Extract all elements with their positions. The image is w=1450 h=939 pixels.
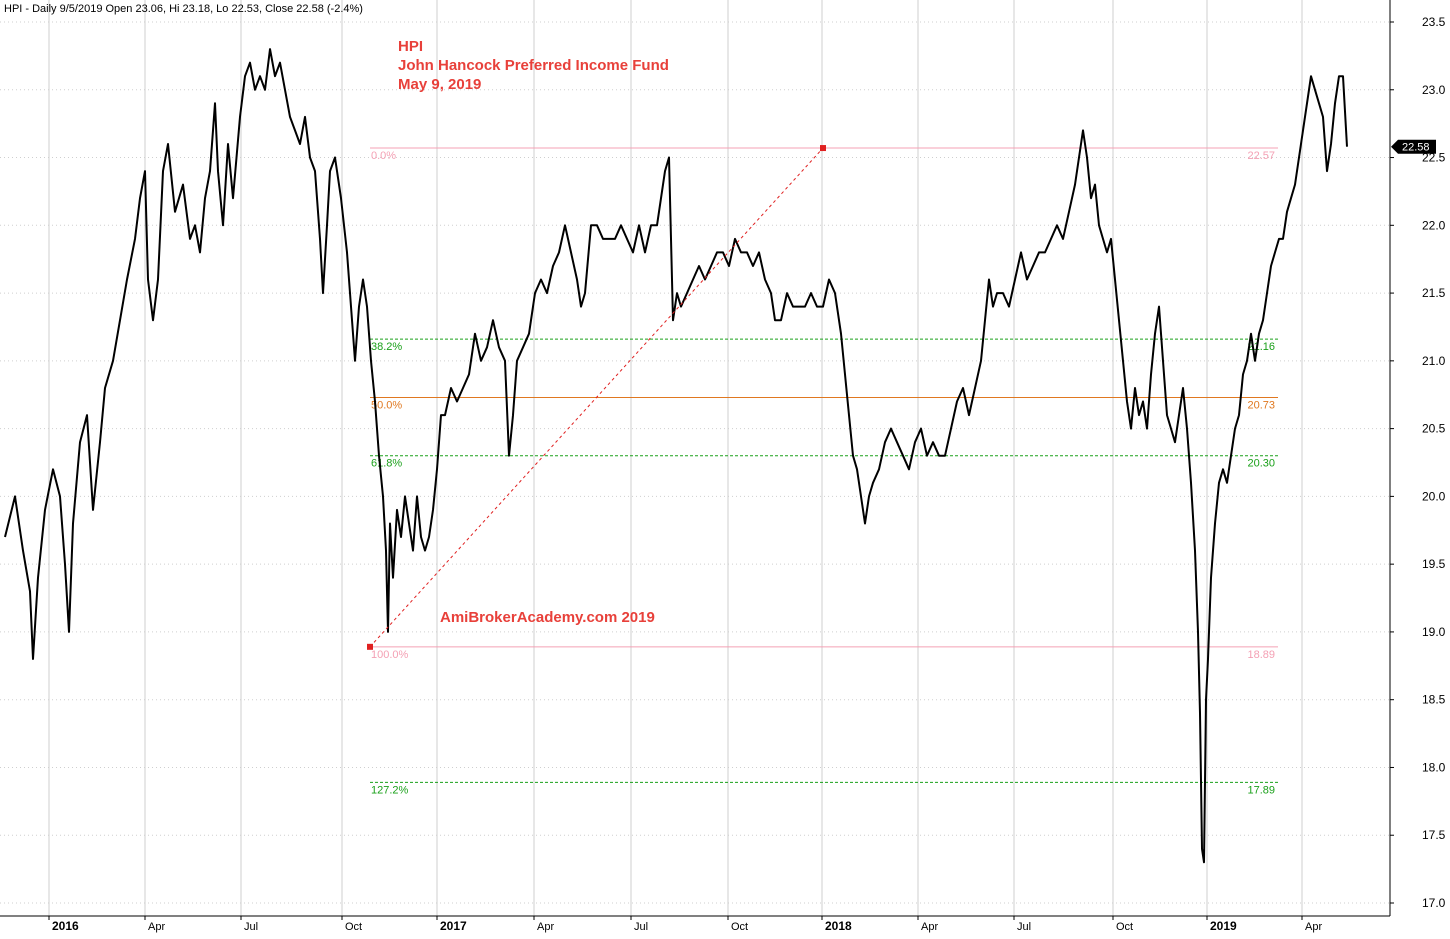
y-tick-label: 19.0	[1422, 625, 1446, 639]
annotation-fund-name: John Hancock Preferred Income Fund	[398, 57, 669, 74]
grid	[0, 0, 1390, 916]
last-price-badge: 22.58	[1391, 139, 1436, 154]
y-tick-label: 23.5	[1422, 15, 1446, 29]
fib-level-value: 17.89	[1247, 784, 1275, 796]
x-tick-label: Jul	[1017, 921, 1031, 933]
fib-level-value: 20.30	[1247, 458, 1275, 470]
chart-header: HPI - Daily 9/5/2019 Open 23.06, Hi 23.1…	[4, 3, 363, 15]
x-tick-label: Oct	[731, 921, 748, 933]
watermark: AmiBrokerAcademy.com 2019	[440, 609, 655, 626]
x-tick-label: 2019	[1210, 919, 1237, 933]
y-tick-label: 20.5	[1422, 422, 1446, 436]
y-tick-label: 20.0	[1422, 489, 1446, 503]
annotation-date: May 9, 2019	[398, 76, 481, 93]
y-tick-label: 21.0	[1422, 354, 1446, 368]
x-tick-label: Apr	[921, 921, 938, 933]
fib-level-value: 18.89	[1247, 649, 1275, 661]
y-tick-label: 22.5	[1422, 151, 1446, 165]
y-tick-label: 19.5	[1422, 557, 1446, 571]
fib-level-value: 22.57	[1247, 150, 1275, 162]
x-tick-label: 2017	[440, 919, 467, 933]
fib-level-value: 20.73	[1247, 399, 1275, 411]
fib-level-pct: 127.2%	[371, 784, 409, 796]
x-tick-label: 2018	[825, 919, 852, 933]
fib-level-pct: 38.2%	[371, 341, 402, 353]
y-tick-label: 18.0	[1422, 760, 1446, 774]
x-tick-label: Jul	[244, 921, 258, 933]
fib-level-pct: 0.0%	[371, 150, 396, 162]
fib-level-pct: 61.8%	[371, 458, 402, 470]
y-tick-label: 23.0	[1422, 83, 1446, 97]
fib-level-pct: 50.0%	[371, 399, 402, 411]
fib-level-pct: 100.0%	[371, 649, 409, 661]
x-tick-label: 2016	[52, 919, 79, 933]
y-tick-label: 22.0	[1422, 218, 1446, 232]
x-tick-label: Oct	[345, 921, 362, 933]
x-tick-label: Oct	[1116, 921, 1133, 933]
last-price-label: 22.58	[1402, 142, 1430, 154]
y-tick-label: 21.5	[1422, 286, 1446, 300]
last-price-marker	[1391, 139, 1436, 154]
trend-anchor-high	[820, 145, 826, 152]
annotation-ticker: HPI	[398, 38, 423, 55]
fibonacci-trendline	[367, 145, 826, 650]
y-tick-label: 17.0	[1422, 896, 1446, 910]
x-tick-label: Apr	[148, 921, 165, 933]
trend-line	[369, 147, 824, 648]
x-tick-label: Apr	[537, 921, 554, 933]
y-tick-label: 18.5	[1422, 693, 1446, 707]
price-series	[4, 48, 1348, 864]
x-tick-label: Jul	[634, 921, 648, 933]
y-tick-label: 17.5	[1422, 828, 1446, 842]
x-tick-label: Apr	[1305, 921, 1322, 933]
price-line	[4, 48, 1348, 864]
trend-anchor-low	[367, 643, 373, 650]
